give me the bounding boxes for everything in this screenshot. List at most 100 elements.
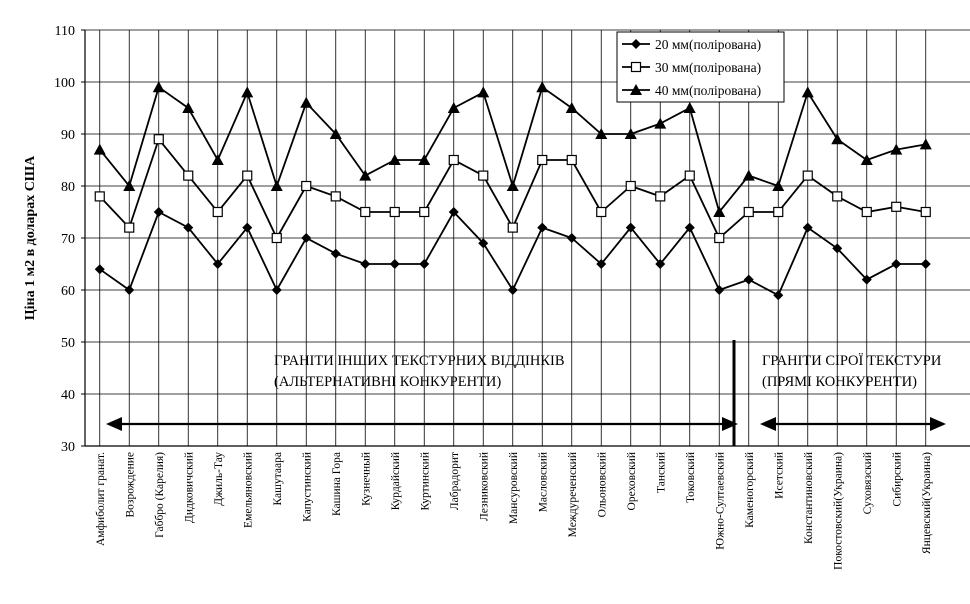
data-point — [330, 191, 341, 202]
data-point — [630, 84, 642, 95]
series-filled-diamond — [94, 207, 931, 301]
data-point — [891, 259, 902, 269]
data-point — [241, 86, 254, 98]
series-filled-triangle — [93, 81, 932, 217]
region-arrow-right-head — [930, 417, 946, 431]
x-tick-label: Токовский — [685, 452, 697, 503]
data-point — [211, 154, 224, 165]
data-point — [419, 206, 430, 218]
data-point — [832, 243, 843, 254]
data-point — [625, 222, 636, 233]
legend-entry-label: 40 мм(полірована) — [655, 83, 761, 98]
region-arrow-left-head — [760, 417, 776, 431]
x-tick-label: Константиновский — [803, 452, 815, 544]
x-tick-label: Междуреченский — [567, 452, 579, 537]
data-point — [625, 180, 636, 192]
data-point — [419, 259, 430, 269]
data-point — [507, 222, 518, 233]
y-tick-label: 50 — [61, 336, 75, 351]
data-point — [624, 128, 637, 139]
data-point — [360, 206, 371, 218]
x-tick-label: Исетский — [773, 452, 785, 499]
data-point — [242, 222, 253, 233]
x-tick-label: Ольоновский — [596, 452, 608, 517]
data-point — [212, 259, 223, 269]
legend-entry-label: 30 мм(полірована) — [655, 60, 761, 75]
x-tick-label: Янцевский(Украина) — [921, 452, 933, 554]
data-point — [124, 222, 135, 233]
data-point — [655, 191, 666, 202]
data-point — [832, 191, 843, 202]
data-point — [506, 180, 519, 191]
data-point — [388, 154, 401, 165]
series-layer — [93, 81, 932, 301]
data-point — [271, 285, 282, 295]
data-point — [683, 102, 696, 113]
data-point — [772, 180, 785, 191]
region-arrow-right-head — [722, 417, 738, 431]
x-tick-label: Лезниковский — [478, 452, 490, 521]
x-tick-label: Масловский — [537, 452, 549, 512]
data-point — [891, 201, 902, 212]
data-point — [742, 169, 755, 181]
data-point — [537, 222, 548, 233]
data-point — [684, 222, 695, 233]
axes — [81, 29, 970, 447]
data-point — [153, 207, 164, 217]
series-open-square — [94, 134, 931, 244]
x-tick-label: Каменогорский — [744, 452, 756, 528]
x-tick-label: Капустинский — [301, 452, 313, 522]
x-tick-label: Кашина Гора — [331, 452, 343, 516]
y-tick-label: 70 — [61, 232, 75, 247]
data-point — [773, 206, 784, 218]
data-point — [477, 86, 490, 98]
data-point — [773, 290, 784, 301]
y-tick-label: 40 — [61, 388, 75, 403]
data-point — [714, 285, 725, 295]
annotations: ГРАНІТИ ІНШИХ ТЕКСТУРНИХ ВІДДІНКІВ (АЛЬТЕ… — [106, 340, 946, 446]
data-point — [861, 274, 872, 285]
data-point — [300, 96, 313, 108]
data-point — [301, 180, 312, 192]
legend-entry-label: 20 мм(полірована) — [655, 37, 761, 52]
x-tick-label: Амфиболит гранат. — [95, 452, 107, 546]
y-tick-label: 100 — [54, 76, 75, 91]
data-point — [94, 191, 105, 202]
data-point — [301, 233, 312, 243]
data-point — [389, 206, 400, 218]
data-point — [123, 180, 136, 191]
x-tick-label: Сибирский — [891, 452, 903, 507]
data-point — [478, 170, 489, 181]
data-point — [271, 232, 282, 244]
data-point — [329, 128, 342, 139]
data-point — [714, 232, 725, 244]
data-point — [537, 154, 548, 166]
y-tick-label: 110 — [55, 24, 75, 39]
data-point — [242, 170, 253, 181]
x-tick-label: Покостовский(Украина) — [832, 452, 844, 570]
data-point — [630, 61, 642, 73]
x-tick-label: Танский — [655, 452, 667, 493]
region-arrow-left-head — [106, 417, 122, 431]
data-point — [801, 86, 814, 98]
data-point — [153, 134, 164, 145]
x-tick-label: Курдайский — [390, 452, 402, 510]
data-point — [270, 180, 283, 191]
data-point — [802, 170, 813, 181]
data-point — [93, 143, 106, 155]
data-point — [919, 138, 932, 150]
data-point — [684, 170, 695, 181]
data-point — [536, 81, 549, 93]
data-point — [565, 102, 578, 113]
data-point — [655, 259, 666, 269]
y-axis-label: Ціна 1 м2 в доларах США — [23, 155, 38, 320]
data-point — [860, 154, 873, 165]
data-point — [595, 128, 608, 139]
data-point — [861, 206, 872, 218]
data-point — [183, 170, 194, 181]
data-point — [212, 206, 223, 218]
data-point — [566, 233, 577, 243]
data-point — [596, 259, 607, 269]
data-point — [831, 133, 844, 145]
